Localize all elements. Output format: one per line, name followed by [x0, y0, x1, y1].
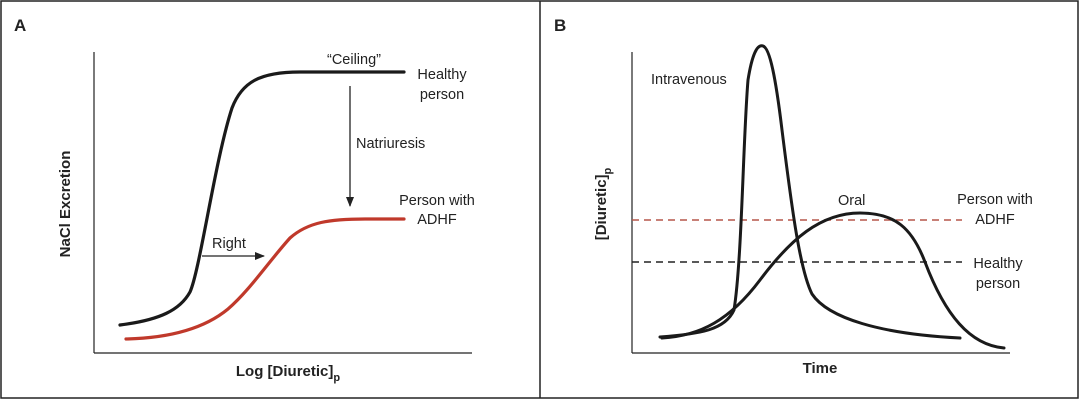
panel-b-adhf-label-line2: ADHF [975, 212, 1015, 228]
panel-a-x-axis-title: Log [Diuretic]p [236, 363, 341, 384]
healthy-response-curve [118, 70, 406, 327]
adhf-response-curve [124, 217, 406, 341]
panel-b-x-axis-title: Time [803, 360, 838, 377]
panel-b-y-axis-title-main: [Diuretic] [593, 174, 610, 240]
panel-a: A NaCl Excretion Log [Diuretic]p “Ceilin… [14, 16, 475, 384]
panel-b-healthy-label-line1: Healthy [973, 256, 1023, 272]
healthy-person-label-line2: person [420, 87, 464, 103]
healthy-person-label-line1: Healthy [417, 67, 467, 83]
panel-a-y-axis-title: NaCl Excretion [57, 151, 74, 258]
panel-b-letter: B [554, 16, 566, 35]
panel-b-adhf-label-line1: Person with [957, 192, 1033, 208]
intravenous-label: Intravenous [651, 72, 727, 88]
adhf-person-label-line1: Person with [399, 193, 475, 209]
intravenous-concentration-curve [658, 44, 962, 340]
natriuresis-label: Natriuresis [356, 136, 425, 152]
oral-concentration-curve [660, 211, 1006, 350]
oral-label: Oral [838, 193, 865, 209]
ceiling-label: “Ceiling” [327, 52, 381, 68]
panel-a-letter: A [14, 16, 26, 35]
panel-b-y-axis-title: [Diuretic]p [593, 167, 614, 240]
panel-a-x-axis-title-main: Log [Diuretic] [236, 363, 334, 380]
panel-a-x-axis-title-sub: p [333, 372, 340, 384]
adhf-person-label-line2: ADHF [417, 212, 457, 228]
panel-b-y-axis-title-sub: p [602, 167, 614, 174]
right-shift-label: Right [212, 236, 246, 252]
panel-b: B [Diuretic]p Time Intravenous Oral Pers… [554, 16, 1033, 377]
panel-b-healthy-label-line2: person [976, 276, 1020, 292]
